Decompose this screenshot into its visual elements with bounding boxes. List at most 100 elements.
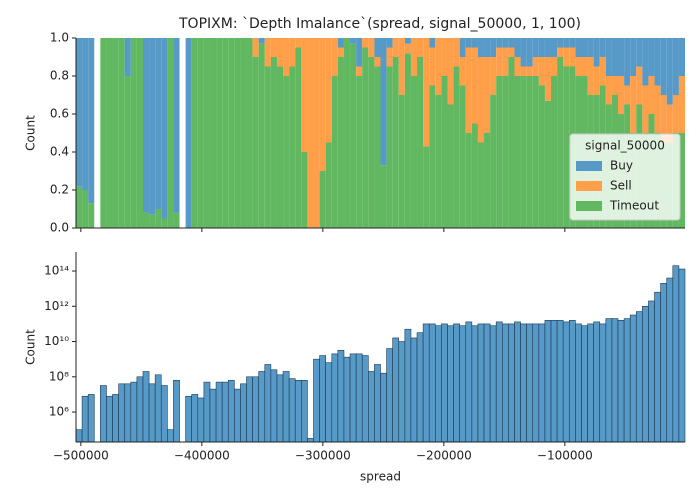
bar: [532, 323, 540, 443]
bar: [575, 323, 582, 443]
bar: [276, 374, 284, 443]
bar-segment: [471, 123, 478, 228]
bar-segment: [82, 38, 89, 190]
bar-segment: [423, 38, 430, 147]
bar-segment: [484, 38, 491, 57]
bar-segment: [404, 43, 411, 54]
bar-segment: [228, 38, 235, 228]
bar-segment: [76, 186, 83, 228]
bar-segment: [374, 57, 381, 67]
y-tick-label: 10¹²: [44, 299, 69, 313]
bar: [167, 429, 174, 443]
bar-segment: [307, 38, 314, 228]
bar-segment: [459, 38, 466, 57]
bar-segment: [581, 38, 588, 57]
bar-segment: [301, 38, 308, 152]
bar-segment: [490, 95, 497, 228]
bar: [118, 383, 126, 443]
bar: [331, 353, 339, 443]
bar-segment: [319, 171, 326, 228]
bar: [483, 323, 491, 443]
legend-label: Buy: [610, 159, 633, 173]
bar-segment: [532, 76, 539, 228]
bar-segment: [642, 85, 649, 133]
bar: [459, 325, 467, 443]
bar-segment: [234, 38, 241, 228]
bar: [514, 321, 521, 443]
bar: [282, 371, 290, 443]
bar-segment: [295, 47, 302, 228]
bar: [124, 383, 132, 443]
bar: [349, 353, 357, 443]
bar-segment: [502, 76, 509, 228]
bar-segment: [331, 76, 338, 228]
bar-segment: [118, 38, 125, 228]
bar-segment: [551, 76, 558, 228]
bar-segment: [392, 57, 399, 228]
y-tick-label: 1.0: [50, 31, 69, 45]
legend-swatch: [576, 181, 602, 191]
y-tick-label: 0.2: [50, 183, 69, 197]
bar-segment: [477, 38, 485, 57]
bar-segment: [514, 57, 521, 76]
bar-segment: [490, 57, 497, 95]
bar: [374, 364, 381, 443]
y-tick-label: 0.8: [50, 69, 69, 83]
bar-segment: [435, 95, 442, 228]
bar-segment: [362, 47, 369, 228]
bar-segment: [423, 146, 430, 228]
bar-segment: [82, 190, 89, 228]
bar-segment: [410, 38, 418, 76]
bar: [100, 385, 107, 443]
bar-segment: [368, 57, 375, 228]
y-axis-label: Count: [24, 329, 38, 365]
bar: [416, 332, 424, 443]
bar-segment: [289, 38, 296, 67]
bar-segment: [270, 57, 277, 228]
bar: [562, 321, 570, 443]
bar: [587, 323, 594, 443]
bar: [252, 376, 260, 443]
legend-frame: [569, 133, 681, 221]
bar: [660, 283, 668, 443]
bar: [240, 383, 247, 443]
bar-segment: [551, 57, 558, 76]
bar-segment: [392, 38, 399, 57]
bar-segment: [124, 38, 131, 76]
bar-segment: [130, 38, 137, 228]
bar-segment: [325, 38, 332, 143]
bar-segment: [563, 47, 570, 67]
bar-segment: [270, 38, 277, 57]
bar-segment: [283, 76, 290, 228]
bar-segment: [514, 76, 521, 228]
y-tick-label: 0.4: [50, 145, 69, 159]
bar-segment: [429, 38, 436, 48]
x-tick-label: −400000: [174, 449, 230, 463]
bar: [648, 300, 655, 443]
bar: [148, 383, 156, 443]
bar: [227, 380, 235, 443]
bar-segment: [502, 47, 509, 76]
bar: [81, 395, 89, 443]
bar-segment: [508, 57, 515, 228]
bar-segment: [417, 38, 424, 57]
bar-segment: [155, 209, 162, 228]
bar-segment: [337, 38, 344, 48]
bar: [447, 325, 454, 443]
bar: [501, 323, 509, 443]
bar-segment: [252, 38, 259, 57]
bar-segment: [410, 76, 418, 228]
bar: [453, 323, 460, 443]
bar-segment: [429, 85, 436, 228]
bar-segment: [447, 104, 454, 228]
bar-segment: [557, 38, 564, 48]
bar-segment: [106, 38, 113, 228]
bar: [550, 320, 558, 443]
bar: [209, 388, 217, 443]
bar-segment: [258, 38, 265, 44]
bar-segment: [484, 133, 491, 228]
bar-segment: [203, 38, 210, 228]
bar-segment: [337, 47, 344, 57]
bar-segment: [167, 38, 174, 228]
bar-segment: [477, 57, 485, 143]
